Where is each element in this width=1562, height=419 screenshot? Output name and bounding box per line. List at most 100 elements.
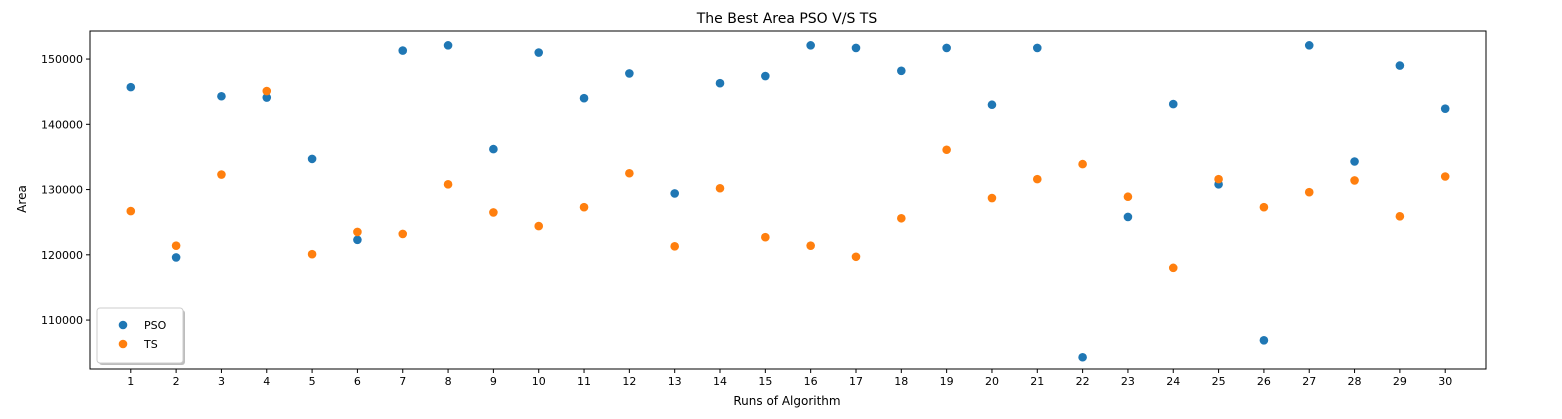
pso-point [806, 41, 815, 50]
x-tick-label: 25 [1212, 375, 1226, 388]
pso-point [217, 91, 226, 101]
pso-point [1123, 212, 1133, 222]
pso-point [1032, 43, 1042, 53]
x-tick-label: 23 [1121, 375, 1135, 388]
x-tick-label: 30 [1438, 375, 1452, 388]
pso-point [715, 78, 725, 88]
ts-point [1168, 263, 1178, 273]
chart-title: The Best Area PSO V/S TS [696, 11, 878, 27]
legend-marker-ts [118, 339, 128, 349]
x-tick-label: 16 [804, 375, 818, 388]
pso-point [1350, 157, 1359, 166]
ts-point [761, 232, 770, 242]
legend-label-pso: PSO [144, 319, 167, 332]
pso-point [398, 46, 408, 55]
pso-point [489, 144, 498, 154]
pso-point [670, 189, 679, 198]
x-axis-ticks: 1 2 3 4 5 6 7 8 9 10 11 12 13 14 15 16 17 18 19 20 21 22 23 24 2… [127, 369, 1452, 388]
ts-point [942, 145, 951, 155]
x-tick-label: 22 [1076, 375, 1090, 388]
x-tick-label: 19 [940, 375, 954, 388]
ts-point [1123, 192, 1133, 202]
pso-point [534, 48, 544, 57]
x-tick-label: 2 [173, 375, 180, 388]
ts-point [806, 241, 815, 250]
ts-point [851, 252, 861, 262]
x-tick-label: 27 [1302, 375, 1316, 388]
x-tick-label: 18 [894, 375, 908, 388]
x-axis-label: Runs of Algorithm [733, 394, 840, 408]
x-tick-label: 10 [532, 375, 546, 388]
ts-point [353, 227, 362, 237]
pso-point [579, 93, 589, 103]
ts-point [443, 180, 453, 189]
ts-point [262, 86, 272, 96]
plot-area [89, 30, 1487, 370]
pso-point [897, 66, 906, 76]
ts-point [1350, 176, 1359, 185]
pso-point [987, 100, 997, 110]
y-tick-label: 110000 [41, 314, 83, 327]
ts-point [307, 249, 317, 259]
pso-point [353, 235, 362, 245]
pso-point [171, 253, 181, 262]
pso-point [1078, 352, 1087, 362]
ts-point [1395, 212, 1405, 221]
ts-point [1304, 187, 1314, 197]
plot-frame [89, 30, 1487, 370]
x-tick-label: 13 [668, 375, 682, 388]
pso-point [126, 82, 136, 92]
pso-point [625, 69, 634, 78]
x-tick-label: 15 [758, 375, 772, 388]
legend-label-ts: TS [143, 338, 158, 351]
x-tick-label: 28 [1348, 375, 1362, 388]
pso-point [307, 154, 317, 164]
pso-point [1440, 104, 1450, 113]
x-tick-label: 21 [1030, 375, 1044, 388]
ts-point [1078, 159, 1087, 169]
pso-point [262, 93, 272, 102]
ts-point [1259, 202, 1269, 212]
ts-point [897, 213, 906, 223]
pso-point [1259, 335, 1269, 345]
ts-point [670, 242, 679, 251]
ts-point [534, 221, 544, 231]
y-tick-label: 150000 [41, 53, 83, 66]
x-tick-label: 26 [1257, 375, 1271, 388]
ts-point [1440, 172, 1450, 181]
pso-point [443, 41, 453, 50]
ts-point [1214, 174, 1223, 184]
y-tick-label: 130000 [41, 184, 83, 197]
x-tick-label: 29 [1393, 375, 1407, 388]
legend: PSO TS [96, 307, 185, 365]
ts-point [398, 229, 408, 239]
y-axis-label: Area [15, 185, 29, 213]
pso-point [851, 43, 861, 53]
x-tick-label: 17 [849, 375, 863, 388]
legend-box [96, 307, 184, 364]
ts-point [715, 183, 725, 193]
x-tick-label: 20 [985, 375, 999, 388]
ts-point [1032, 174, 1042, 184]
ts-point [987, 193, 997, 203]
ts-point [217, 170, 226, 179]
x-tick-label: 8 [445, 375, 452, 388]
y-tick-label: 120000 [41, 249, 83, 262]
x-tick-label: 11 [577, 375, 591, 388]
ts-point [126, 206, 136, 216]
series-pso [126, 41, 1450, 362]
x-tick-label: 1 [127, 375, 134, 388]
x-tick-label: 4 [263, 375, 270, 388]
data-points [126, 41, 1450, 362]
x-tick-label: 6 [354, 375, 361, 388]
ts-point [579, 202, 589, 212]
ts-point [625, 168, 634, 178]
series-ts [126, 86, 1450, 273]
ts-point [489, 208, 498, 217]
pso-point [1395, 61, 1405, 70]
legend-marker-pso [118, 320, 128, 330]
pso-point [761, 71, 770, 81]
x-tick-label: 9 [490, 375, 497, 388]
x-tick-label: 5 [309, 375, 316, 388]
